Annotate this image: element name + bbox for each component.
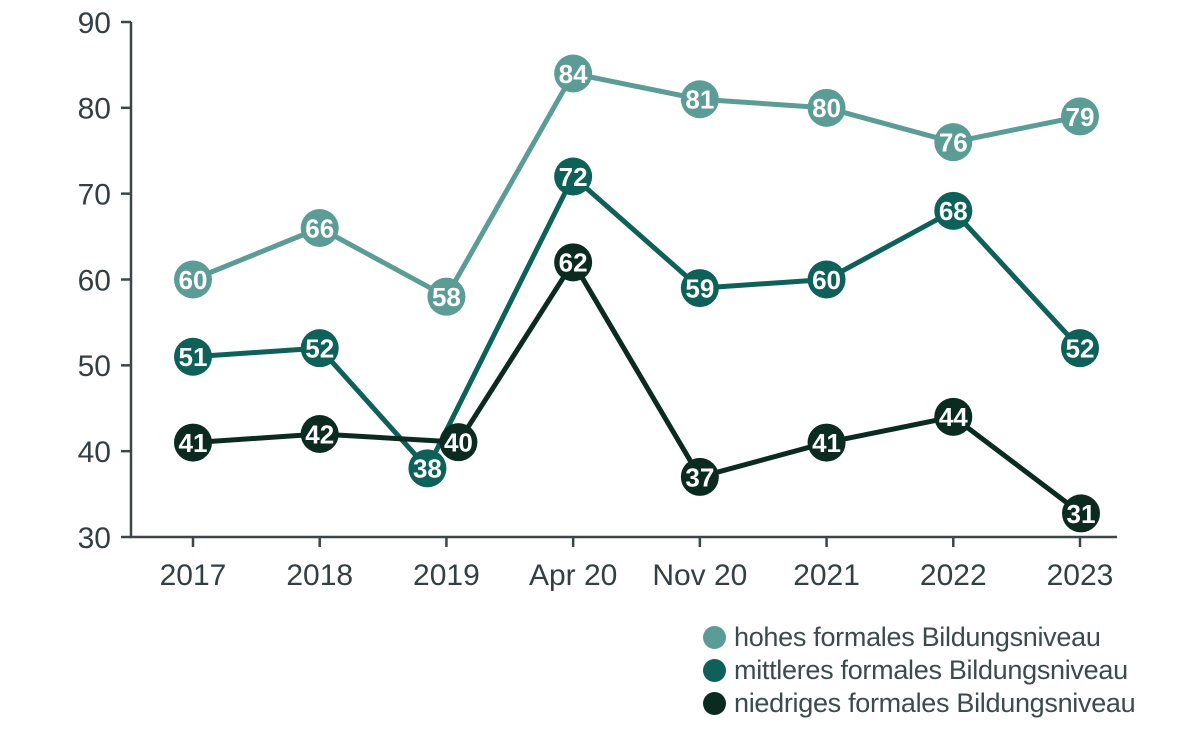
data-point-value: 52 bbox=[305, 334, 334, 364]
series-markers-2: 41 42 40 62 37 41 44 31 bbox=[174, 243, 1100, 533]
data-point-value: 44 bbox=[939, 402, 968, 432]
data-point-marker bbox=[1061, 494, 1100, 533]
data-point-value: 59 bbox=[685, 273, 714, 303]
series-line-1 bbox=[190, 174, 1083, 471]
y-axis-tick-label: 50 bbox=[78, 350, 111, 383]
x-axis-tick-label: 2017 bbox=[160, 559, 227, 592]
axis-lines bbox=[129, 22, 1117, 539]
data-point-value: 31 bbox=[1067, 499, 1096, 529]
y-axis-tick-label: 60 bbox=[78, 264, 111, 297]
data-point-value: 60 bbox=[812, 265, 841, 295]
y-axis-tick-label: 80 bbox=[78, 93, 111, 126]
data-point-marker bbox=[300, 209, 339, 247]
data-point-marker bbox=[174, 337, 212, 376]
data-point-marker bbox=[554, 243, 593, 282]
legend-label-niedriges: niedriges formales Bildungsniveau bbox=[734, 688, 1136, 718]
data-point-value: 81 bbox=[685, 85, 714, 115]
data-point-value: 68 bbox=[939, 196, 968, 226]
x-axis-tick-label: 2023 bbox=[1047, 559, 1114, 592]
data-point-value: 40 bbox=[444, 428, 473, 458]
data-point-value: 66 bbox=[305, 213, 334, 243]
y-axis-tick-label: 70 bbox=[78, 178, 111, 211]
data-point-marker bbox=[427, 277, 466, 316]
data-point-value: 79 bbox=[1066, 102, 1095, 132]
legend-item-hohes: hohes formales Bildungsniveau bbox=[703, 621, 1135, 654]
series-line-0 bbox=[190, 71, 1083, 300]
data-point-value: 72 bbox=[559, 162, 588, 192]
x-axis-tick-label: 2021 bbox=[793, 559, 860, 592]
x-axis-tick-label: 2018 bbox=[286, 559, 353, 592]
legend-label-hohes: hohes formales Bildungsniveau bbox=[734, 622, 1101, 652]
data-point-marker bbox=[1060, 329, 1099, 368]
data-point-value: 42 bbox=[305, 419, 334, 449]
x-axis-tick-label: 2019 bbox=[413, 559, 480, 592]
chart-legend: hohes formales Bildungsniveau mittleres … bbox=[703, 621, 1136, 720]
legend-item-niedriges: niedriges formales Bildungsniveau bbox=[703, 687, 1136, 720]
series-line-2 bbox=[190, 259, 1084, 516]
data-point-marker bbox=[439, 423, 478, 462]
data-point-marker bbox=[174, 423, 212, 462]
data-point-marker bbox=[680, 80, 719, 119]
data-point-marker bbox=[554, 54, 593, 93]
data-point-value: 84 bbox=[559, 59, 588, 89]
data-point-value: 38 bbox=[413, 454, 442, 484]
data-point-value: 41 bbox=[179, 428, 208, 458]
data-point-value: 58 bbox=[432, 282, 461, 312]
data-point-marker bbox=[934, 123, 973, 162]
data-point-marker bbox=[807, 260, 846, 299]
data-point-value: 76 bbox=[939, 128, 968, 158]
legend-swatch-mittleres bbox=[703, 659, 726, 682]
data-point-marker bbox=[1060, 97, 1099, 136]
series-markers-0: 60 66 58 84 81 80 76 79 bbox=[174, 54, 1099, 316]
data-point-marker bbox=[807, 88, 846, 127]
legend-swatch-hohes bbox=[703, 626, 726, 649]
data-point-marker bbox=[300, 329, 339, 368]
data-point-marker bbox=[408, 449, 447, 488]
x-axis-tick-label: Apr 20 bbox=[529, 559, 617, 592]
data-point-value: 41 bbox=[812, 428, 841, 458]
series-markers-1: 51 52 38 72 59 60 68 52 bbox=[174, 157, 1099, 488]
x-axis-tick-label: Nov 20 bbox=[652, 559, 747, 592]
data-point-value: 80 bbox=[812, 93, 841, 123]
y-axis-tick-label: 90 bbox=[78, 7, 111, 40]
legend-swatch-niedriges bbox=[703, 692, 726, 715]
data-point-marker bbox=[934, 397, 973, 436]
legend-item-mittleres: mittleres formales Bildungsniveau bbox=[703, 654, 1135, 687]
data-point-marker bbox=[300, 415, 339, 453]
y-axis-tick-label: 40 bbox=[78, 436, 111, 469]
data-point-marker bbox=[934, 191, 973, 230]
legend-label-mittleres: mittleres formales Bildungsniveau bbox=[734, 655, 1128, 685]
data-point-marker bbox=[554, 157, 593, 196]
data-point-value: 52 bbox=[1066, 334, 1095, 364]
data-point-marker bbox=[680, 457, 719, 496]
x-axis-tick-label: 2022 bbox=[920, 559, 987, 592]
data-point-value: 51 bbox=[179, 342, 208, 372]
data-point-value: 62 bbox=[559, 248, 588, 278]
data-point-marker bbox=[807, 423, 846, 462]
y-axis-tick-label: 30 bbox=[78, 522, 111, 555]
data-point-value: 60 bbox=[179, 265, 208, 295]
data-point-value: 37 bbox=[685, 462, 714, 492]
data-point-marker bbox=[680, 269, 719, 308]
data-point-marker bbox=[174, 260, 212, 299]
